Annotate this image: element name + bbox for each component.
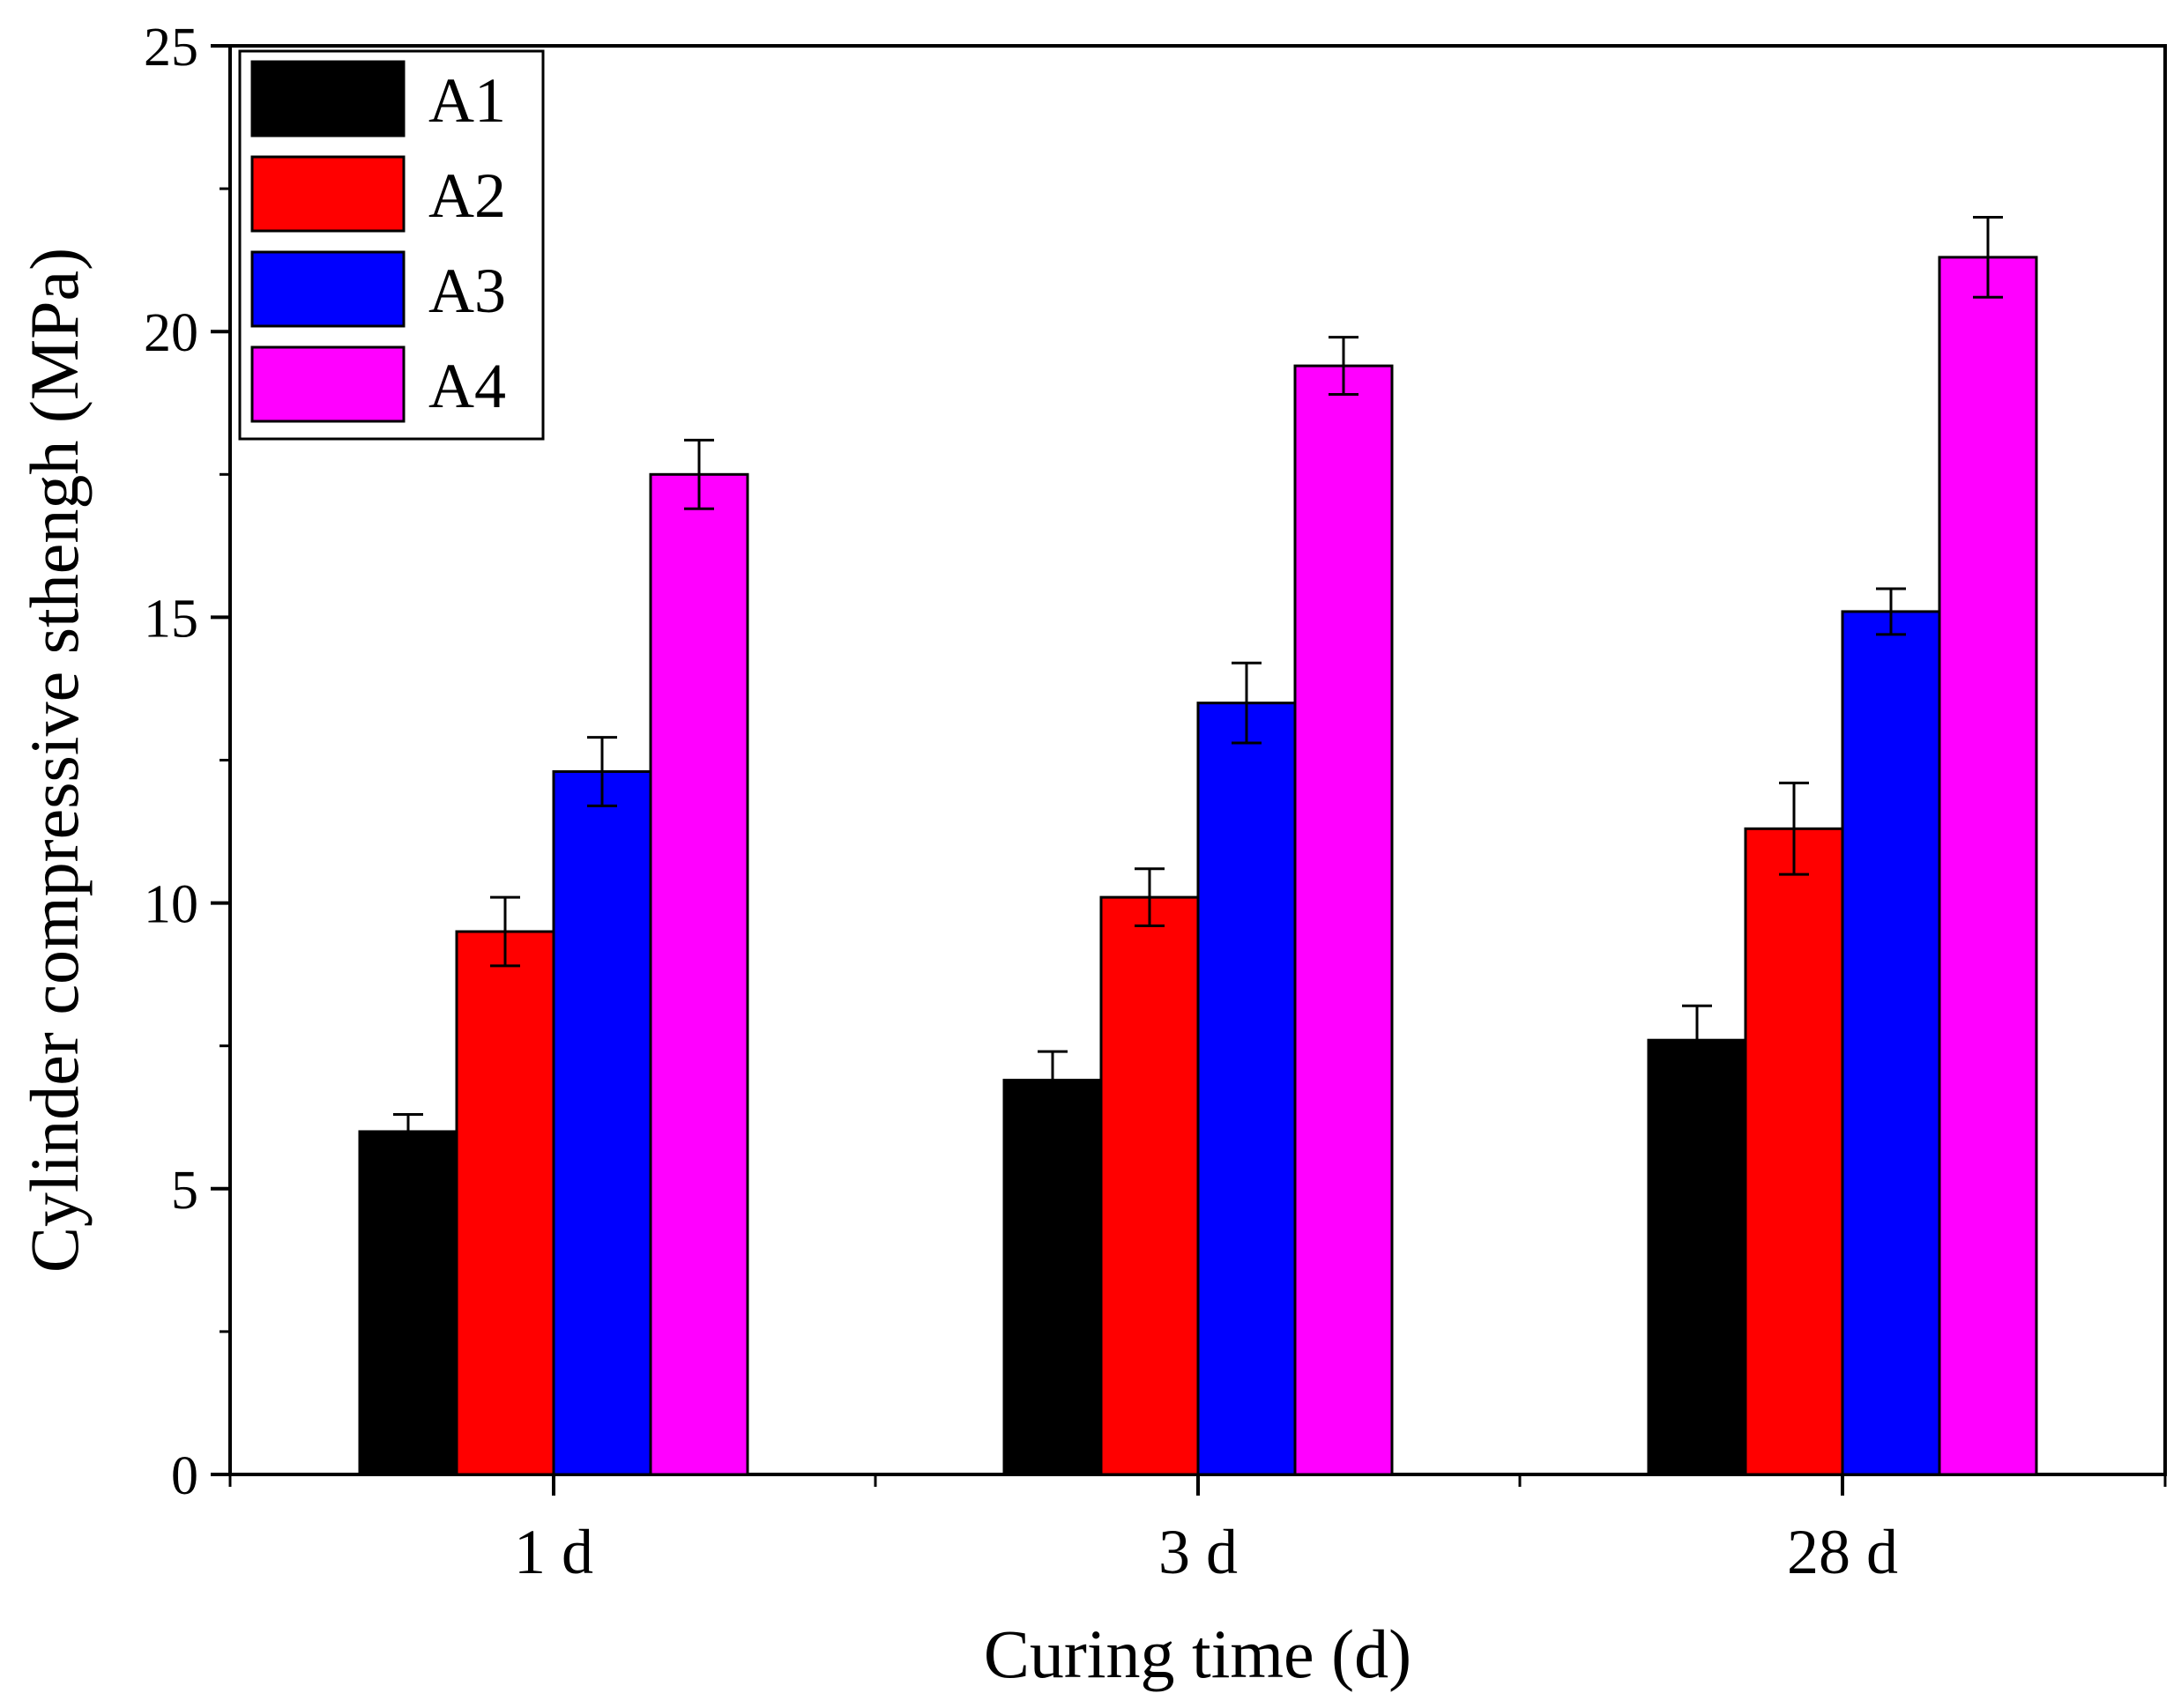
bar-a3 (552, 769, 652, 1476)
y-tick-label: 0 (171, 1446, 198, 1506)
legend-swatch-a1 (250, 60, 406, 137)
y-tick-label: 20 (144, 303, 198, 363)
bar-a2 (1099, 895, 1200, 1476)
bar-a1 (1647, 1038, 1747, 1476)
bar-a1 (358, 1130, 458, 1476)
error-bars (393, 216, 2003, 1150)
x-category-label: 3 d (1158, 1517, 1238, 1587)
bar-a3 (1196, 702, 1297, 1476)
y-tick-label: 25 (144, 18, 198, 78)
y-tick-label: 5 (171, 1161, 198, 1221)
y-tick-label: 10 (144, 875, 198, 935)
x-category-label: 1 d (514, 1517, 593, 1587)
bar-a2 (1744, 827, 1844, 1476)
bar-a4 (1293, 364, 1394, 1476)
legend: A1 A2 A3 A4 (238, 49, 545, 441)
y-tick-label: 15 (144, 589, 198, 649)
bar-a3 (1841, 610, 1941, 1476)
y-axis: 0 5 10 15 20 25 (144, 18, 230, 1506)
legend-label-a2: A2 (428, 160, 506, 231)
legend-swatch-a3 (250, 250, 406, 328)
x-axis: 1 d 3 d 28 d (228, 1474, 2167, 1587)
bar-a4 (1938, 256, 2038, 1476)
bar-a2 (455, 930, 555, 1476)
bar-a4 (649, 472, 749, 1476)
bars (358, 256, 2038, 1476)
y-axis-title: Cylinder compressive sthengh (MPa) (16, 248, 93, 1273)
legend-label-a4: A4 (428, 351, 506, 421)
legend-label-a3: A3 (428, 256, 506, 326)
bar-a1 (1002, 1079, 1103, 1476)
x-axis-title: Curing time (d) (984, 1615, 1411, 1692)
legend-label-a1: A1 (428, 65, 506, 136)
legend-swatch-a2 (250, 155, 406, 233)
x-category-label: 28 d (1787, 1517, 1898, 1587)
legend-swatch-a4 (250, 345, 406, 423)
